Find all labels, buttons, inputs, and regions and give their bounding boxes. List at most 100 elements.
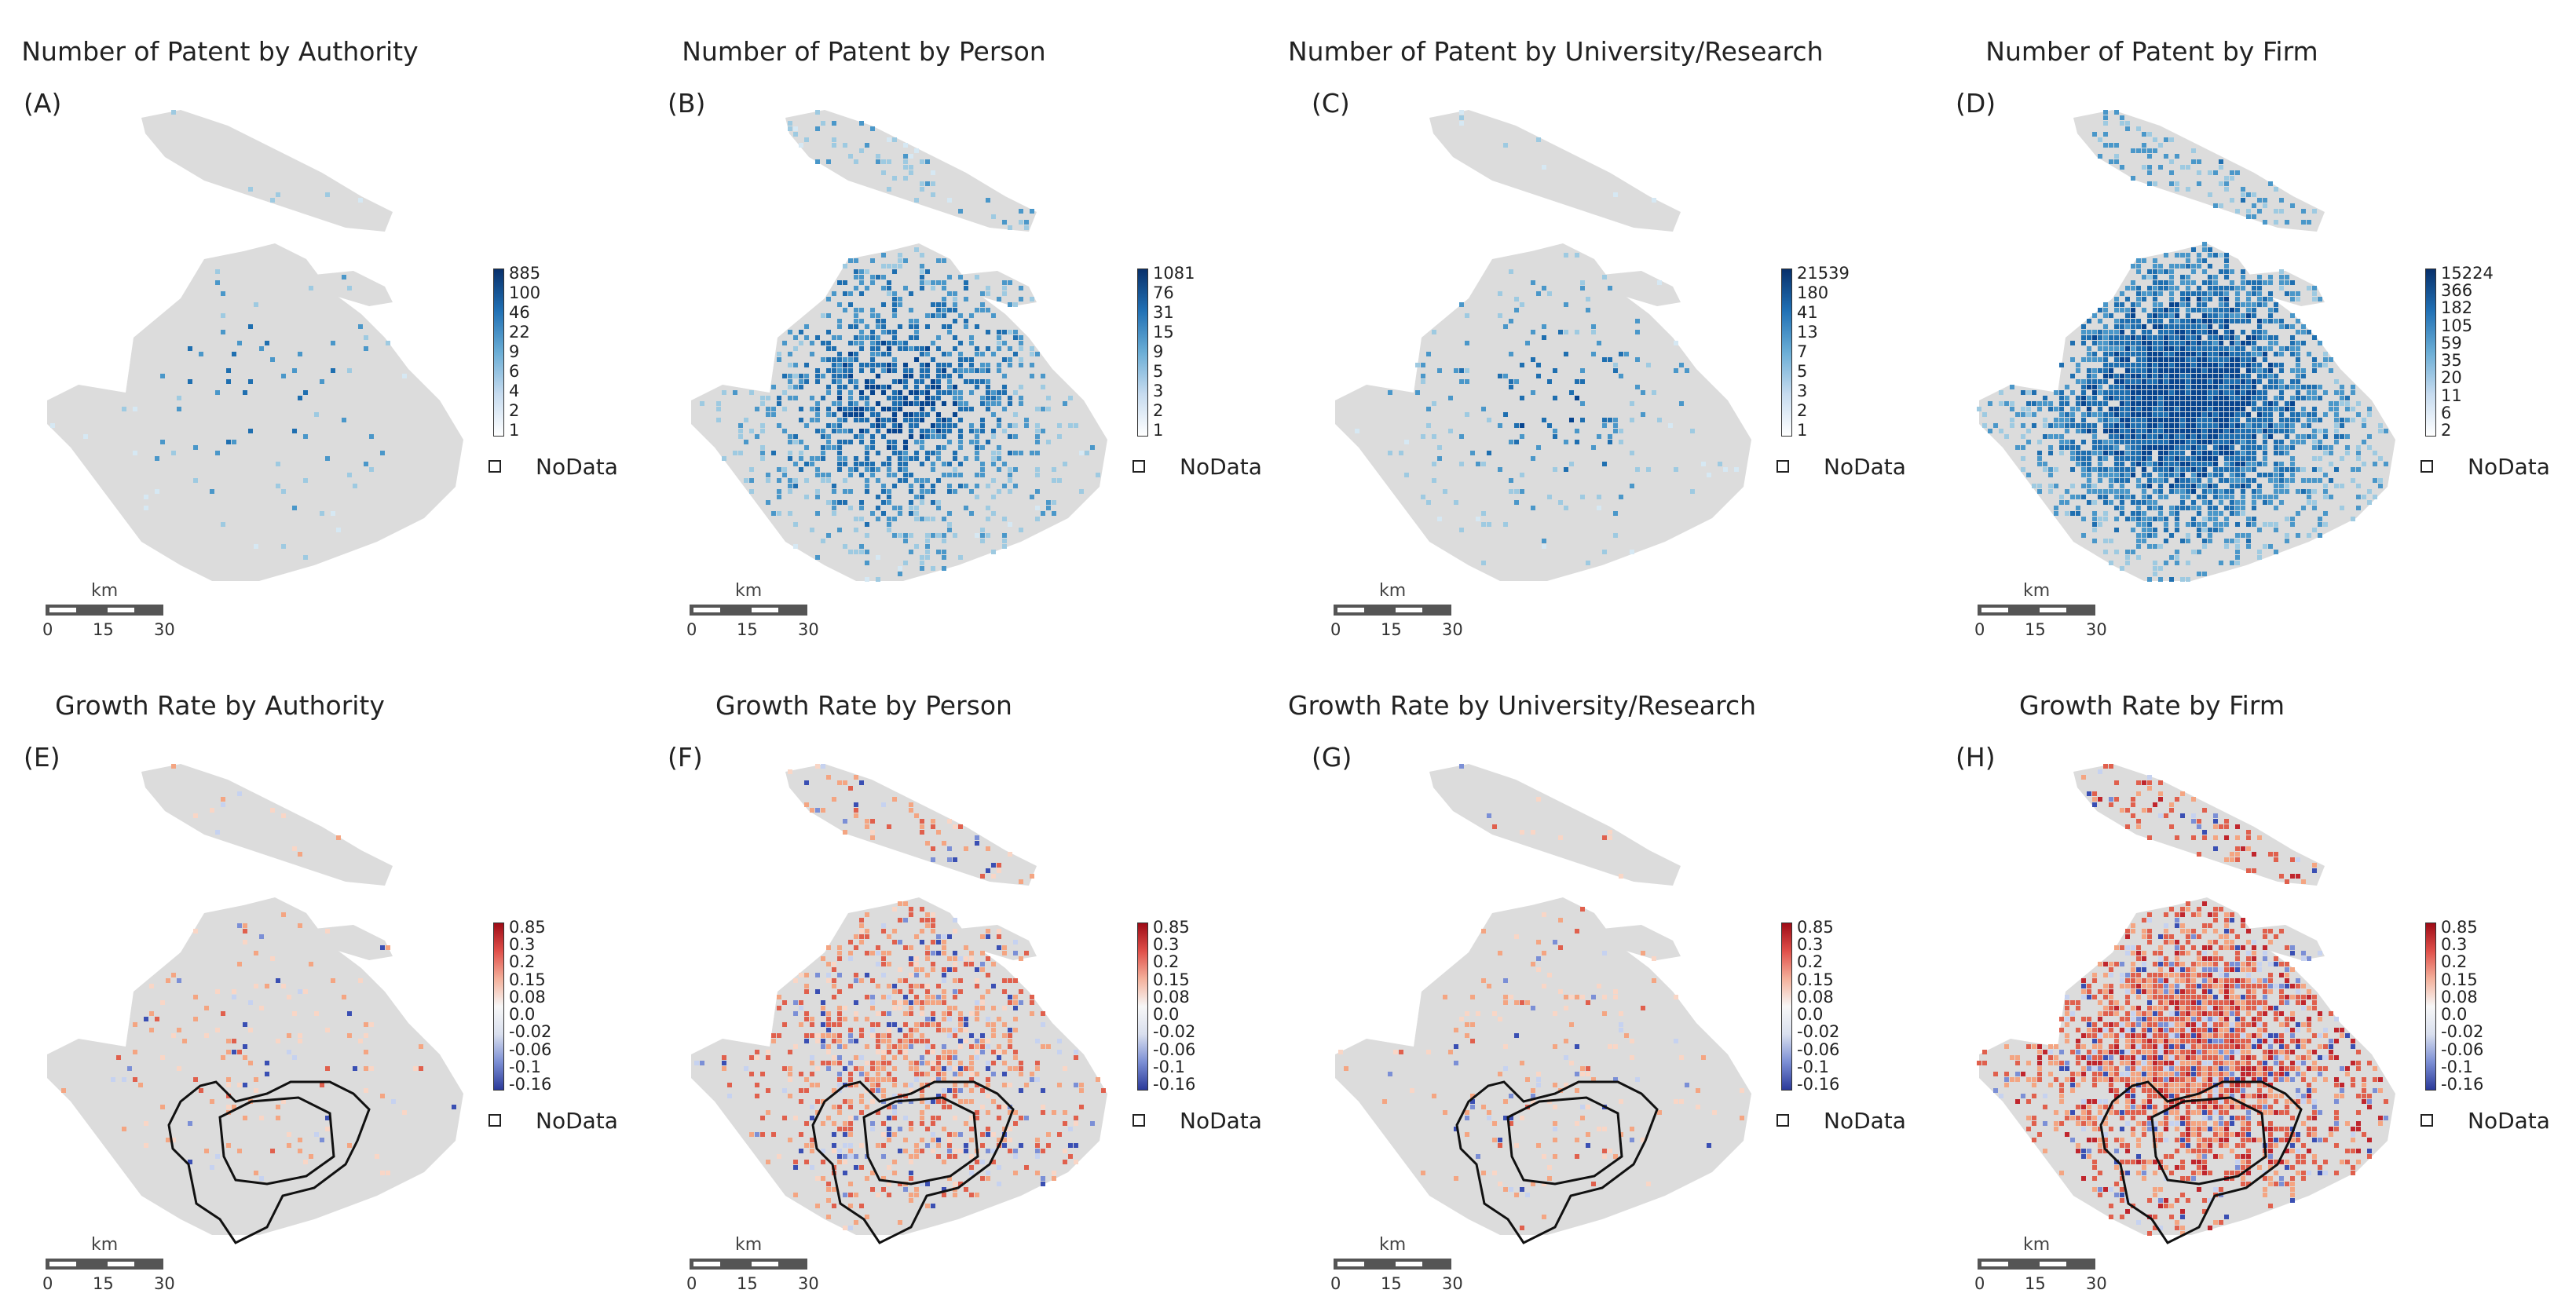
grid-cell bbox=[865, 143, 869, 148]
grid-cell bbox=[2224, 912, 2229, 917]
grid-cell bbox=[914, 478, 919, 483]
grid-cell bbox=[2202, 297, 2207, 301]
grid-cell bbox=[2224, 544, 2229, 549]
grid-cell bbox=[793, 522, 798, 527]
scale-bar-graphic bbox=[1334, 1259, 1451, 1270]
grid-cell bbox=[859, 544, 864, 549]
grid-cell bbox=[2131, 264, 2135, 269]
grid-cell bbox=[2081, 467, 2086, 472]
grid-cell bbox=[832, 121, 836, 126]
grid-cell bbox=[1355, 429, 1359, 433]
grid-cell bbox=[2301, 368, 2306, 373]
grid-cell bbox=[942, 1099, 946, 1104]
grid-cell bbox=[2109, 385, 2113, 389]
grid-cell bbox=[1057, 1083, 1062, 1087]
grid-cell bbox=[2197, 374, 2201, 378]
grid-cell bbox=[1448, 396, 1453, 400]
grid-cell bbox=[2263, 951, 2267, 955]
grid-cell bbox=[958, 989, 963, 994]
grid-cell bbox=[2208, 962, 2212, 966]
grid-cell bbox=[2180, 429, 2185, 433]
grid-cell bbox=[116, 1055, 121, 1060]
grid-cell bbox=[2230, 390, 2234, 395]
grid-cell bbox=[887, 346, 891, 351]
grid-cell bbox=[2125, 126, 2130, 131]
grid-cell bbox=[2103, 379, 2108, 384]
colorbar-tick-label: -0.06 bbox=[1797, 1039, 1840, 1059]
grid-cell bbox=[2142, 918, 2146, 923]
grid-cell bbox=[2076, 506, 2080, 510]
grid-cell bbox=[314, 1011, 319, 1016]
grid-cell bbox=[931, 462, 935, 466]
grid-cell bbox=[287, 995, 291, 999]
grid-cell bbox=[2125, 374, 2130, 378]
grid-cell bbox=[892, 1160, 897, 1164]
grid-cell bbox=[2026, 429, 2031, 433]
grid-cell bbox=[947, 1050, 952, 1054]
grid-cell bbox=[958, 313, 963, 318]
grid-cell bbox=[2208, 434, 2212, 439]
grid-cell bbox=[826, 973, 831, 977]
grid-cell bbox=[1553, 1121, 1557, 1126]
grid-cell bbox=[947, 423, 952, 428]
grid-cell bbox=[953, 1083, 957, 1087]
grid-cell bbox=[2147, 577, 2152, 582]
grid-cell bbox=[2180, 484, 2185, 488]
grid-cell bbox=[986, 1094, 990, 1098]
grid-cell bbox=[892, 313, 897, 318]
grid-cell bbox=[1465, 412, 1469, 417]
grid-cell bbox=[859, 412, 864, 417]
grid-cell bbox=[171, 1138, 176, 1142]
grid-cell bbox=[2180, 907, 2185, 912]
grid-cell bbox=[210, 808, 214, 813]
grid-cell bbox=[243, 1055, 247, 1060]
grid-cell bbox=[804, 1017, 809, 1021]
grid-cell bbox=[848, 467, 853, 472]
grid-cell bbox=[2043, 467, 2047, 472]
grid-cell bbox=[947, 275, 952, 280]
grid-cell bbox=[1553, 1044, 1557, 1049]
grid-cell bbox=[2219, 181, 2223, 186]
grid-cell bbox=[964, 324, 968, 329]
grid-cell bbox=[986, 1176, 990, 1181]
grid-cell bbox=[2318, 478, 2322, 483]
grid-cell bbox=[854, 934, 858, 939]
grid-cell bbox=[2120, 330, 2124, 334]
grid-cell bbox=[2164, 341, 2168, 345]
grid-cell bbox=[986, 1044, 990, 1049]
grid-cell bbox=[788, 1066, 792, 1071]
grid-cell bbox=[854, 528, 858, 532]
grid-cell bbox=[2263, 429, 2267, 433]
grid-cell bbox=[777, 495, 781, 499]
grid-cell bbox=[226, 1143, 231, 1148]
grid-cell bbox=[892, 401, 897, 406]
grid-cell bbox=[2186, 385, 2190, 389]
grid-cell bbox=[1432, 478, 1436, 483]
grid-cell bbox=[980, 951, 985, 955]
grid-cell bbox=[997, 934, 1001, 939]
grid-cell bbox=[865, 335, 869, 340]
grid-cell bbox=[2202, 467, 2207, 472]
grid-cell bbox=[2202, 489, 2207, 494]
grid-cell bbox=[2219, 500, 2223, 505]
grid-cell bbox=[920, 1061, 924, 1065]
grid-cell bbox=[887, 522, 891, 527]
grid-cell bbox=[2186, 330, 2190, 334]
grid-cell bbox=[2296, 511, 2300, 516]
grid-cell bbox=[2186, 368, 2190, 373]
grid-cell bbox=[2092, 132, 2097, 137]
grid-cell bbox=[2158, 797, 2163, 802]
grid-cell bbox=[815, 495, 820, 499]
grid-cell bbox=[1035, 423, 1040, 428]
grid-cell bbox=[2241, 451, 2245, 455]
grid-cell bbox=[920, 407, 924, 411]
grid-cell bbox=[914, 934, 919, 939]
grid-cell bbox=[892, 1044, 897, 1049]
grid-cell bbox=[2268, 313, 2273, 318]
grid-cell bbox=[2224, 407, 2229, 411]
grid-cell bbox=[2202, 412, 2207, 417]
grid-cell bbox=[925, 374, 930, 378]
grid-cell bbox=[2208, 412, 2212, 417]
grid-cell bbox=[832, 797, 836, 802]
grid-cell bbox=[876, 984, 880, 988]
